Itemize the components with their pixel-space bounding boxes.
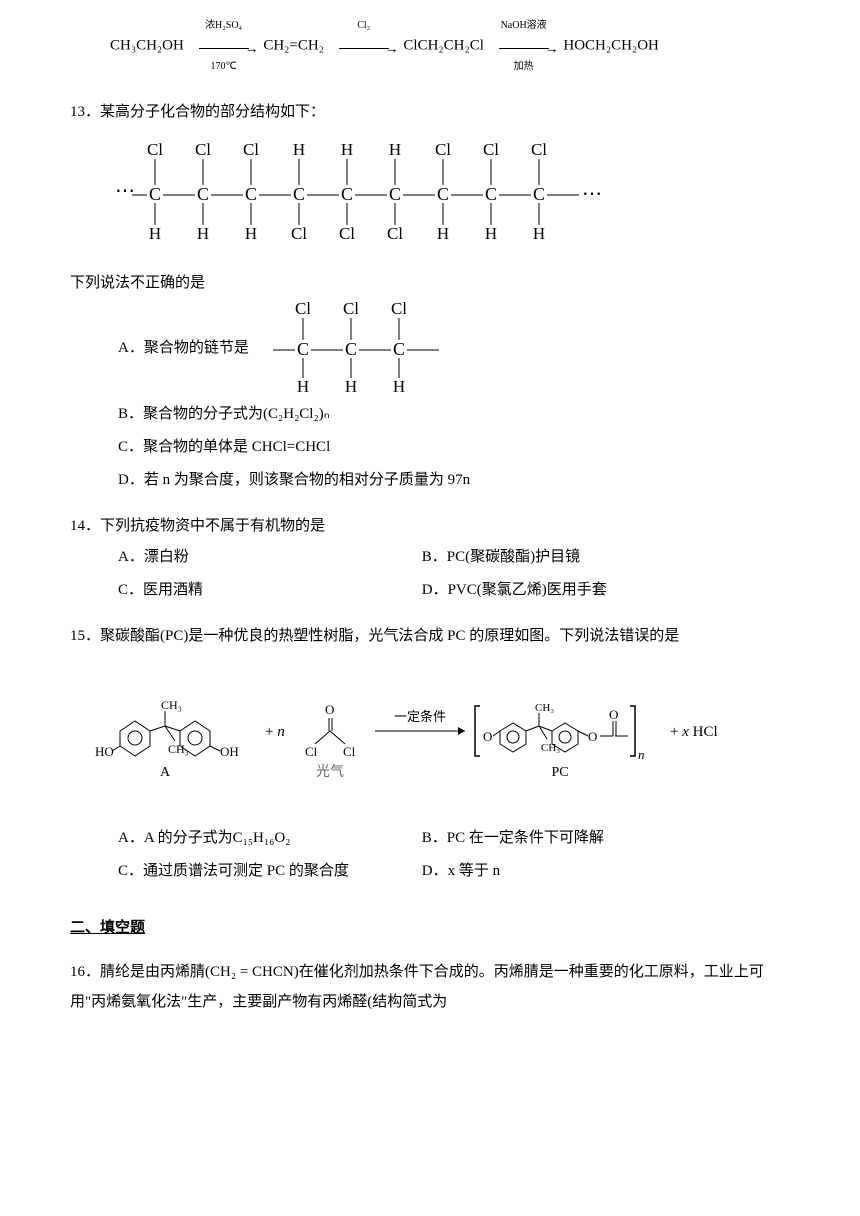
q14-opt-c: C．医用酒精 xyxy=(118,574,418,607)
q14-stem: 下列抗疫物资中不属于有机物的是 xyxy=(100,518,325,534)
svg-text:O: O xyxy=(483,729,492,744)
svg-text:C: C xyxy=(345,339,357,359)
q13-tail: 下列说法不正确的是 xyxy=(70,268,790,298)
svg-text:C: C xyxy=(533,184,545,204)
reactant-1: CH₃CH₂OH xyxy=(110,37,184,53)
svg-text:Cl: Cl xyxy=(291,224,307,243)
q16-number: 16． xyxy=(70,964,100,980)
svg-text:Cl: Cl xyxy=(531,140,547,159)
svg-text:Cl: Cl xyxy=(147,140,163,159)
q14-number: 14． xyxy=(70,518,100,534)
svg-text:⋯: ⋯ xyxy=(115,180,135,202)
svg-text:Cl: Cl xyxy=(435,140,451,159)
question-15: 15．聚碳酸酯(PC)是一种优良的热塑性树脂，光气法合成 PC 的原理如图。下列… xyxy=(70,621,790,888)
svg-text:+ x HCl: + x HCl xyxy=(670,724,718,740)
q15-opt-a: A．A 的分子式为C₁₅H₁₆O₂ xyxy=(118,822,418,855)
svg-text:C: C xyxy=(437,184,449,204)
svg-text:C: C xyxy=(297,339,309,359)
q16-formula: CH₂ = CHCN xyxy=(210,964,294,980)
svg-text:C: C xyxy=(485,184,497,204)
reactant-4: HOCH₂CH₂OH xyxy=(563,37,658,53)
svg-text:光气: 光气 xyxy=(316,764,344,780)
svg-text:Cl: Cl xyxy=(391,299,407,318)
svg-text:C: C xyxy=(197,184,209,204)
svg-text:Cl: Cl xyxy=(387,224,403,243)
q14-options: A．漂白粉 B．PC(聚碳酸酯)护目镜 C．医用酒精 D．PVC(聚氯乙烯)医用… xyxy=(118,541,790,607)
q13-number: 13． xyxy=(70,104,100,120)
svg-text:CH₃: CH₃ xyxy=(168,742,189,756)
svg-text:CH₃: CH₃ xyxy=(541,742,560,754)
svg-text:H: H xyxy=(341,140,353,159)
svg-text:Cl: Cl xyxy=(295,299,311,318)
svg-text:H: H xyxy=(393,377,405,396)
q15-stem: 聚碳酸酯(PC)是一种优良的热塑性树脂，光气法合成 PC 的原理如图。下列说法错… xyxy=(100,628,679,644)
q13-opt-c: C．聚合物的单体是 CHCl=CHCl xyxy=(118,431,790,464)
reactant-2: CH₂=CH₂ xyxy=(263,37,324,53)
svg-text:C: C xyxy=(293,184,305,204)
svg-text:H: H xyxy=(533,224,545,243)
q15-reaction: HO CH₃ CH₃ OH A + n xyxy=(80,666,790,797)
svg-text:Cl: Cl xyxy=(343,744,356,759)
q13-opt-d: D．若 n 为聚合度，则该聚合物的相对分子质量为 97n xyxy=(118,464,790,497)
question-14: 14．下列抗疫物资中不属于有机物的是 A．漂白粉 B．PC(聚碳酸酯)护目镜 C… xyxy=(70,511,790,607)
svg-text:⋯: ⋯ xyxy=(582,183,602,205)
svg-text:H: H xyxy=(149,224,161,243)
svg-text:Cl: Cl xyxy=(305,744,318,759)
svg-text:O: O xyxy=(325,702,334,717)
svg-text:CH₃: CH₃ xyxy=(535,702,554,714)
reaction-scheme-top: CH₃CH₂OH 浓H₂SO₄ 170℃ CH₂=CH₂ Cl₂ ClCH₂CH… xyxy=(110,20,790,72)
q14-opt-a: A．漂白粉 xyxy=(118,541,418,574)
svg-text:PC: PC xyxy=(551,765,568,780)
label-a: A xyxy=(160,765,171,780)
svg-text:Cl: Cl xyxy=(195,140,211,159)
svg-text:Cl: Cl xyxy=(343,299,359,318)
svg-text:C: C xyxy=(341,184,353,204)
arrow-2: Cl₂ xyxy=(334,20,394,72)
q15-opt-c: C．通过质谱法可测定 PC 的聚合度 xyxy=(118,855,418,888)
svg-text:O: O xyxy=(609,707,618,722)
q13-opt-b: B．聚合物的分子式为(C₂H₂Cl₂)ₙ xyxy=(118,398,790,431)
svg-text:H: H xyxy=(197,224,209,243)
svg-text:Cl: Cl xyxy=(483,140,499,159)
svg-text:C: C xyxy=(245,184,257,204)
q13-options: A．聚合物的链节是 CClHCClHCClH B．聚合物的分子式为(C₂H₂Cl… xyxy=(118,298,790,497)
q16-stem-1: 腈纶是由丙烯腈( xyxy=(100,964,210,980)
svg-text:C: C xyxy=(393,339,405,359)
q13-stem: 某高分子化合物的部分结构如下： xyxy=(100,104,325,120)
svg-text:C: C xyxy=(389,184,401,204)
svg-text:H: H xyxy=(389,140,401,159)
svg-text:Cl: Cl xyxy=(243,140,259,159)
reactant-3: ClCH₂CH₂Cl xyxy=(403,37,483,53)
svg-text:O: O xyxy=(588,729,597,744)
question-13: 13．某高分子化合物的部分结构如下： ⋯ {"top":["Cl","Cl","… xyxy=(70,97,790,497)
svg-text:一定条件: 一定条件 xyxy=(394,709,446,724)
q15-options: A．A 的分子式为C₁₅H₁₆O₂ B．PC 在一定条件下可降解 C．通过质谱法… xyxy=(118,822,790,888)
svg-text:H: H xyxy=(293,140,305,159)
q14-opt-b: B．PC(聚碳酸酯)护目镜 xyxy=(422,541,722,574)
svg-text:HO: HO xyxy=(95,744,114,759)
question-16: 16．腈纶是由丙烯腈(CH₂ = CHCN)在催化剂加热条件下合成的。丙烯腈是一… xyxy=(70,957,790,1017)
svg-text:H: H xyxy=(485,224,497,243)
polymer-structure: ⋯ {"top":["Cl","Cl","Cl","H","H","H","Cl… xyxy=(110,137,790,258)
svg-text:H: H xyxy=(297,377,309,396)
q15-opt-d: D．x 等于 n xyxy=(422,855,722,888)
svg-text:CH₃: CH₃ xyxy=(161,698,182,712)
q15-number: 15． xyxy=(70,628,100,644)
arrow-3: NaOH溶液 加热 xyxy=(494,20,554,72)
svg-text:n: n xyxy=(638,747,645,762)
q15-opt-b: B．PC 在一定条件下可降解 xyxy=(422,822,722,855)
svg-text:C: C xyxy=(149,184,161,204)
svg-text:Cl: Cl xyxy=(339,224,355,243)
svg-text:+ n: + n xyxy=(265,724,285,740)
q13-opt-a: A．聚合物的链节是 CClHCClHCClH xyxy=(118,298,790,398)
svg-text:H: H xyxy=(345,377,357,396)
svg-text:OH: OH xyxy=(220,744,239,759)
svg-text:H: H xyxy=(437,224,449,243)
section-2-title: 二、填空题 xyxy=(70,913,790,943)
q14-opt-d: D．PVC(聚氯乙烯)医用手套 xyxy=(422,574,722,607)
arrow-1: 浓H₂SO₄ 170℃ xyxy=(194,20,254,72)
fragment-structure: CClHCClHCClH xyxy=(268,298,448,398)
svg-text:H: H xyxy=(245,224,257,243)
